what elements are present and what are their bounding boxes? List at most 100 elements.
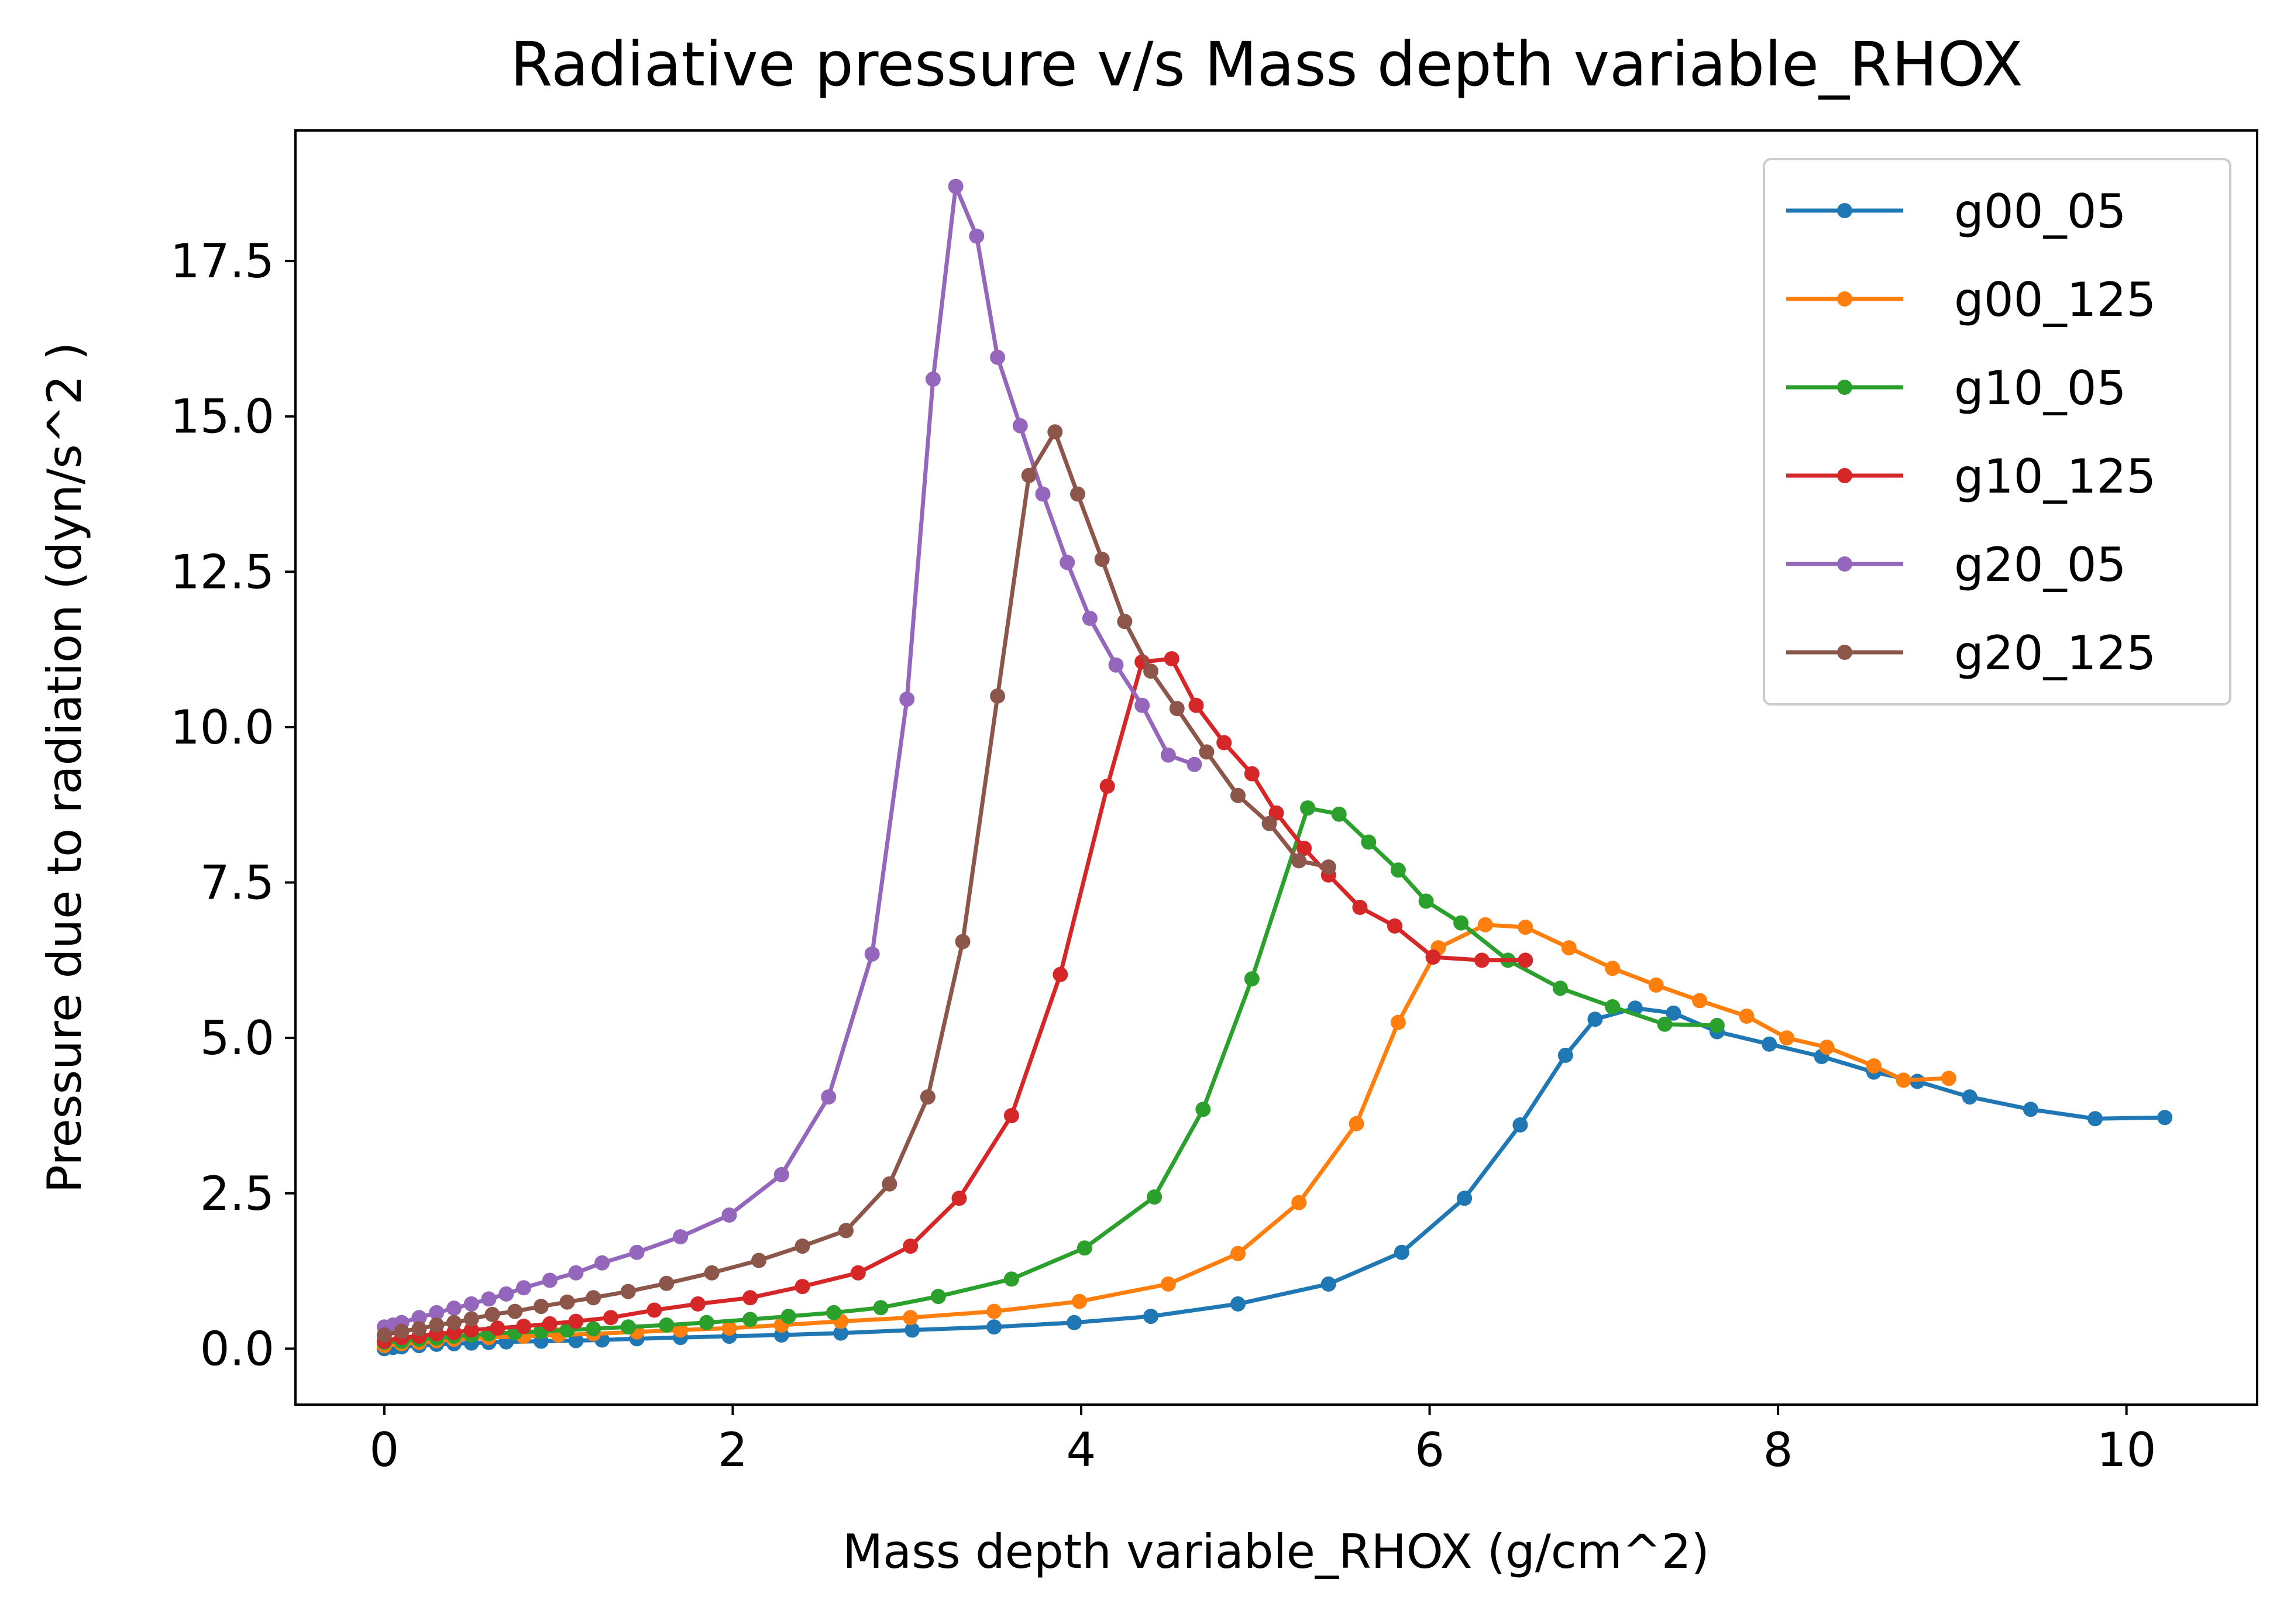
data-point bbox=[1147, 1189, 1163, 1205]
data-point bbox=[795, 1279, 810, 1295]
data-point bbox=[446, 1315, 462, 1330]
data-point bbox=[446, 1300, 462, 1316]
data-point bbox=[1477, 917, 1493, 933]
data-point bbox=[1094, 552, 1110, 567]
data-point bbox=[463, 1296, 479, 1312]
x-axis-label: Mass depth variable_RHOX (g/cm^2) bbox=[842, 1525, 1710, 1579]
data-point bbox=[1390, 862, 1406, 878]
data-point bbox=[2157, 1110, 2173, 1126]
legend-marker bbox=[1837, 556, 1852, 572]
data-point bbox=[1453, 915, 1469, 931]
data-point bbox=[1070, 486, 1085, 502]
legend-label: g10_05 bbox=[1954, 361, 2126, 415]
plot-frame bbox=[294, 129, 2258, 1406]
data-point bbox=[850, 1265, 866, 1281]
data-point bbox=[1352, 900, 1368, 915]
data-point bbox=[990, 349, 1006, 365]
y-tick-label: 17.5 bbox=[170, 234, 274, 288]
data-point bbox=[1099, 778, 1115, 794]
y-tick-label: 5.0 bbox=[200, 1011, 274, 1065]
x-tick-label: 4 bbox=[1067, 1423, 1096, 1477]
data-point bbox=[903, 1310, 919, 1326]
data-point bbox=[826, 1305, 842, 1320]
data-point bbox=[463, 1311, 479, 1327]
data-point bbox=[1188, 697, 1204, 713]
data-point bbox=[498, 1286, 514, 1302]
data-point bbox=[1077, 1240, 1092, 1256]
data-point bbox=[484, 1306, 500, 1322]
y-tick-label: 10.0 bbox=[170, 700, 274, 755]
data-point bbox=[1587, 1011, 1603, 1027]
y-tick-label: 15.0 bbox=[170, 390, 274, 444]
series-g20_125 bbox=[376, 424, 1336, 1343]
data-point bbox=[833, 1325, 849, 1341]
data-point bbox=[1962, 1089, 1977, 1105]
data-point bbox=[1244, 971, 1260, 987]
data-point bbox=[904, 1322, 920, 1338]
data-point bbox=[1230, 1296, 1246, 1312]
data-point bbox=[1035, 486, 1051, 502]
data-point bbox=[699, 1315, 714, 1330]
data-point bbox=[773, 1167, 789, 1182]
data-point bbox=[1394, 1244, 1409, 1260]
data-point bbox=[903, 1238, 919, 1254]
data-point bbox=[646, 1302, 662, 1318]
legend-marker bbox=[1837, 645, 1852, 660]
data-point bbox=[1709, 1017, 1725, 1033]
data-point bbox=[586, 1321, 601, 1337]
y-tick-label: 12.5 bbox=[170, 545, 274, 599]
data-point bbox=[1512, 1117, 1528, 1133]
data-point bbox=[1291, 853, 1307, 869]
data-point bbox=[1082, 611, 1098, 626]
data-point bbox=[1605, 961, 1621, 976]
data-point bbox=[1160, 747, 1176, 763]
data-point bbox=[721, 1320, 737, 1336]
data-point bbox=[1692, 993, 1708, 1009]
data-point bbox=[490, 1320, 505, 1336]
data-point bbox=[899, 691, 915, 707]
data-point bbox=[620, 1284, 636, 1299]
data-point bbox=[620, 1319, 636, 1335]
data-point bbox=[411, 1321, 427, 1337]
y-tick-label: 0.0 bbox=[200, 1322, 274, 1376]
data-point bbox=[1648, 977, 1664, 993]
data-point bbox=[1320, 1276, 1336, 1292]
data-point bbox=[1779, 1030, 1794, 1046]
y-axis-label: Pressure due to radiation (dyn/s^2 ) bbox=[37, 342, 92, 1193]
y-tick-label: 2.5 bbox=[200, 1167, 274, 1221]
data-point bbox=[1552, 980, 1568, 996]
data-point bbox=[1067, 1315, 1082, 1330]
data-point bbox=[559, 1294, 575, 1310]
axes-layer: 0 2 4 6 8 10 0.0 2.5 5.0 7.5 10.0 12.5 15.0 17.5 bbox=[170, 234, 2157, 1477]
data-point bbox=[1164, 651, 1179, 667]
data-point bbox=[1390, 1014, 1406, 1030]
data-point bbox=[882, 1176, 897, 1192]
data-point bbox=[1518, 920, 1533, 935]
data-point bbox=[1003, 1271, 1019, 1287]
data-point bbox=[1387, 918, 1402, 934]
data-point bbox=[948, 178, 964, 194]
data-point bbox=[1605, 999, 1621, 1014]
series-layer bbox=[376, 178, 2173, 1357]
x-tick-label: 2 bbox=[718, 1423, 748, 1477]
data-point bbox=[533, 1299, 549, 1315]
legend-marker bbox=[1837, 380, 1852, 395]
data-point bbox=[951, 1191, 967, 1206]
legend-marker bbox=[1837, 203, 1852, 218]
data-point bbox=[704, 1265, 720, 1281]
data-point bbox=[986, 1319, 1002, 1335]
legend-box bbox=[1763, 158, 2231, 706]
series-g20_05 bbox=[376, 178, 1202, 1335]
series-line bbox=[381, 656, 1528, 1344]
data-point bbox=[873, 1300, 889, 1316]
data-point bbox=[568, 1313, 584, 1329]
data-point bbox=[603, 1310, 618, 1326]
data-point bbox=[394, 1323, 410, 1339]
data-point bbox=[986, 1303, 1002, 1319]
data-point bbox=[1117, 614, 1133, 629]
data-point bbox=[1425, 949, 1441, 965]
data-point bbox=[1261, 816, 1277, 831]
x-tick-label: 6 bbox=[1415, 1423, 1445, 1477]
data-point bbox=[925, 371, 941, 387]
data-point bbox=[1108, 657, 1124, 673]
